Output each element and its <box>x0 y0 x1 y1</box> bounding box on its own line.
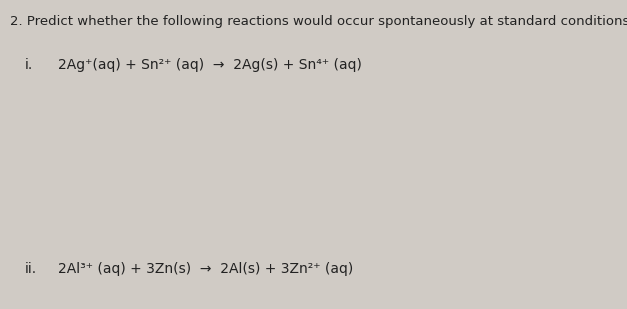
Text: 2Al³⁺ (aq) + 3Zn(s)  →  2Al(s) + 3Zn²⁺ (aq): 2Al³⁺ (aq) + 3Zn(s) → 2Al(s) + 3Zn²⁺ (aq… <box>58 262 353 276</box>
Text: i.: i. <box>25 58 33 72</box>
Text: ii.: ii. <box>25 262 37 276</box>
Text: 2Ag⁺(aq) + Sn²⁺ (aq)  →  2Ag(s) + Sn⁴⁺ (aq): 2Ag⁺(aq) + Sn²⁺ (aq) → 2Ag(s) + Sn⁴⁺ (aq… <box>58 58 362 72</box>
Text: 2. Predict whether the following reactions would occur spontaneously at standard: 2. Predict whether the following reactio… <box>10 15 627 28</box>
